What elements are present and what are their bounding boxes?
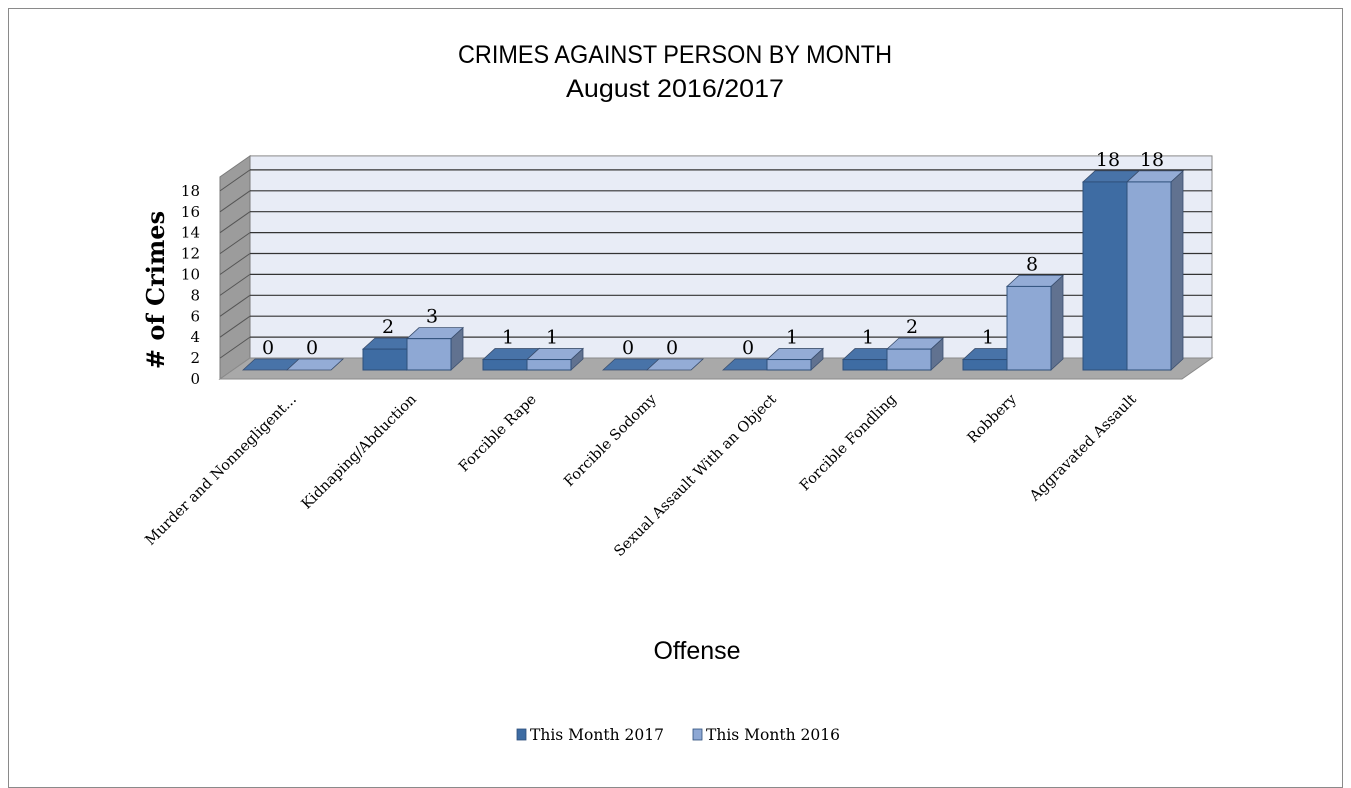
data-label: 2 <box>906 316 918 338</box>
gridline-side <box>219 315 251 338</box>
legend-swatch <box>516 728 527 741</box>
data-label: 18 <box>1096 149 1120 171</box>
bar-front <box>842 359 888 371</box>
y-tick-label: 14 <box>181 224 200 242</box>
bar <box>525 347 585 371</box>
bar-front <box>482 359 528 371</box>
bar-front <box>362 348 408 371</box>
bar-top <box>285 358 345 371</box>
gridline-side <box>219 294 251 317</box>
data-label: 1 <box>786 327 798 349</box>
data-label: 0 <box>742 337 754 359</box>
bar-front <box>1126 181 1172 371</box>
back-wall <box>249 155 1213 359</box>
bar <box>765 347 825 371</box>
y-tick-label: 10 <box>181 266 200 284</box>
bar-side <box>1170 169 1184 371</box>
y-tick-label: 12 <box>181 245 200 263</box>
y-tick-label: 16 <box>181 203 200 221</box>
legend-swatch <box>692 728 703 741</box>
bar <box>1005 274 1065 371</box>
legend-label: This Month 2016 <box>706 726 840 744</box>
data-label: 0 <box>666 337 678 359</box>
gridline-side <box>219 336 251 359</box>
data-label: 1 <box>546 327 558 349</box>
bar-front <box>766 359 812 371</box>
data-label: 18 <box>1140 149 1164 171</box>
data-label: 0 <box>306 337 318 359</box>
legend-label: This Month 2017 <box>530 726 664 744</box>
bar-front <box>406 338 452 371</box>
chart-bars <box>241 169 1185 371</box>
bar-front <box>526 359 572 371</box>
y-axis-title: # of Crimes <box>141 211 170 369</box>
x-category-label: Forcible Sodomy <box>561 391 660 490</box>
data-label: 2 <box>382 316 394 338</box>
bar-front <box>1082 181 1128 371</box>
x-category-label: Forcible Rape <box>456 392 540 476</box>
data-label: 1 <box>862 327 874 349</box>
gridline-side <box>219 232 251 255</box>
y-tick-label: 8 <box>190 286 200 304</box>
y-tick-labels: 0 2 4 6 8 10 12 14 16 18 <box>181 182 200 388</box>
chart-frame <box>8 8 1343 788</box>
x-category-label: Aggravated Assault <box>1026 391 1140 505</box>
gridline-side <box>219 273 251 296</box>
data-label: 1 <box>502 327 514 349</box>
chart-subtitle: August 2016/2017 <box>566 75 784 103</box>
x-axis-title: Offense <box>653 637 740 665</box>
bar <box>645 358 705 371</box>
legend: This Month 2017 This Month 2016 <box>516 726 840 744</box>
data-label: 0 <box>262 337 274 359</box>
gridline-side <box>219 190 251 213</box>
bar <box>285 358 345 371</box>
gridline-side <box>219 211 251 234</box>
x-category-label: Kidnaping/Abduction <box>299 392 420 513</box>
chart: CRIMES AGAINST PERSON BY MONTH August 20… <box>141 41 1214 744</box>
data-label: 0 <box>622 337 634 359</box>
y-tick-label: 18 <box>181 182 200 200</box>
data-label: 3 <box>426 306 438 328</box>
side-wall <box>219 154 251 380</box>
data-label: 1 <box>982 327 994 349</box>
bar <box>1125 169 1185 371</box>
x-category-label: Murder and Nonnegligent... <box>143 392 300 549</box>
chart-walls <box>218 154 1214 380</box>
x-category-label: Robbery <box>965 391 1021 447</box>
bar <box>405 326 465 371</box>
y-tick-label: 6 <box>190 307 200 325</box>
bar-front <box>962 359 1008 371</box>
gridline-side <box>219 169 251 192</box>
y-tick-label: 4 <box>190 328 200 346</box>
bar-side <box>1050 274 1064 371</box>
y-tick-label: 0 <box>190 370 200 388</box>
bar-top <box>645 358 705 371</box>
bar-front <box>886 348 932 371</box>
x-category-labels: Murder and Nonnegligent...Kidnaping/Abdu… <box>143 391 1140 560</box>
gridline-side <box>219 253 251 275</box>
bar-front <box>1006 285 1052 371</box>
x-category-label: Forcible Fondling <box>797 392 900 495</box>
data-label: 8 <box>1026 253 1038 275</box>
bar <box>885 337 945 371</box>
chart-title: CRIMES AGAINST PERSON BY MONTH <box>458 41 892 69</box>
y-tick-label: 2 <box>190 349 200 367</box>
